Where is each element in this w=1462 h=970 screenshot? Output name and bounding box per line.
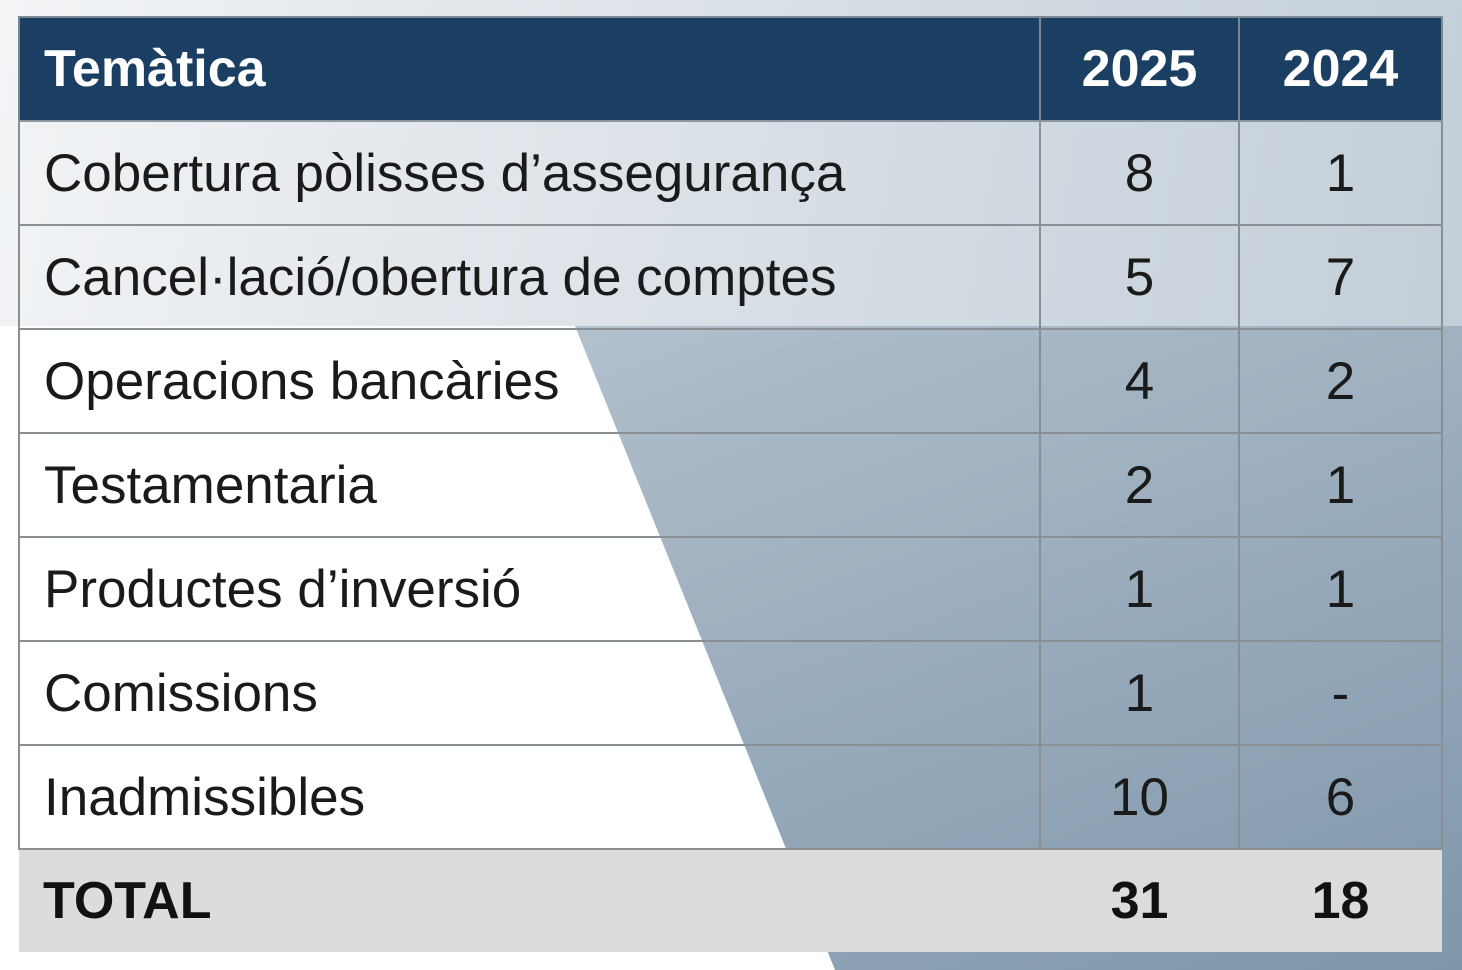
header-2024: 2024 (1238, 16, 1443, 122)
row-value-2025: 8 (1039, 120, 1240, 226)
row-value-2025: 5 (1039, 224, 1240, 330)
header-row: Temàtica 2025 2024 (18, 16, 1443, 122)
table-row: Cobertura pòlisses d’assegurança 8 1 (18, 120, 1443, 226)
table-footer: TOTAL 31 18 (19, 849, 1442, 952)
row-value-2024: 1 (1238, 536, 1443, 642)
header-2025: 2025 (1039, 16, 1240, 122)
total-value-2024: 18 (1239, 849, 1442, 952)
total-value-2025: 31 (1040, 849, 1239, 952)
row-value-2025: 10 (1039, 744, 1240, 850)
row-topic: Cobertura pòlisses d’assegurança (18, 120, 1041, 226)
row-value-2024: 1 (1238, 120, 1443, 226)
row-value-2024: 6 (1238, 744, 1443, 850)
row-value-2025: 4 (1039, 328, 1240, 434)
table-row: Operacions bancàries 4 2 (18, 328, 1443, 434)
row-topic: Inadmissibles (18, 744, 1041, 850)
header-topic: Temàtica (18, 16, 1041, 122)
row-value-2025: 2 (1039, 432, 1240, 538)
row-topic: Cancel·lació/obertura de comptes (18, 224, 1041, 330)
complaints-table: Temàtica 2025 2024 Cobertura pòlisses d’… (18, 16, 1443, 952)
row-value-2024: 7 (1238, 224, 1443, 330)
table-row: Cancel·lació/obertura de comptes 5 7 (18, 224, 1443, 330)
row-value-2025: 1 (1039, 640, 1240, 746)
table-row: Inadmissibles 10 6 (18, 744, 1443, 850)
row-value-2024: 1 (1238, 432, 1443, 538)
row-topic: Operacions bancàries (18, 328, 1041, 434)
table-row: Comissions 1 - (18, 640, 1443, 746)
row-value-2024: 2 (1238, 328, 1443, 434)
row-topic: Comissions (18, 640, 1041, 746)
total-label: TOTAL (19, 849, 1040, 952)
row-topic: Productes d’inversió (18, 536, 1041, 642)
table-row: Testamentaria 2 1 (18, 432, 1443, 538)
total-row: TOTAL 31 18 (19, 849, 1442, 952)
table-header: Temàtica 2025 2024 (18, 16, 1443, 122)
table-row: Productes d’inversió 1 1 (18, 536, 1443, 642)
row-value-2025: 1 (1039, 536, 1240, 642)
row-value-2024: - (1238, 640, 1443, 746)
row-topic: Testamentaria (18, 432, 1041, 538)
table-body: Cobertura pòlisses d’assegurança 8 1 Can… (18, 120, 1443, 850)
